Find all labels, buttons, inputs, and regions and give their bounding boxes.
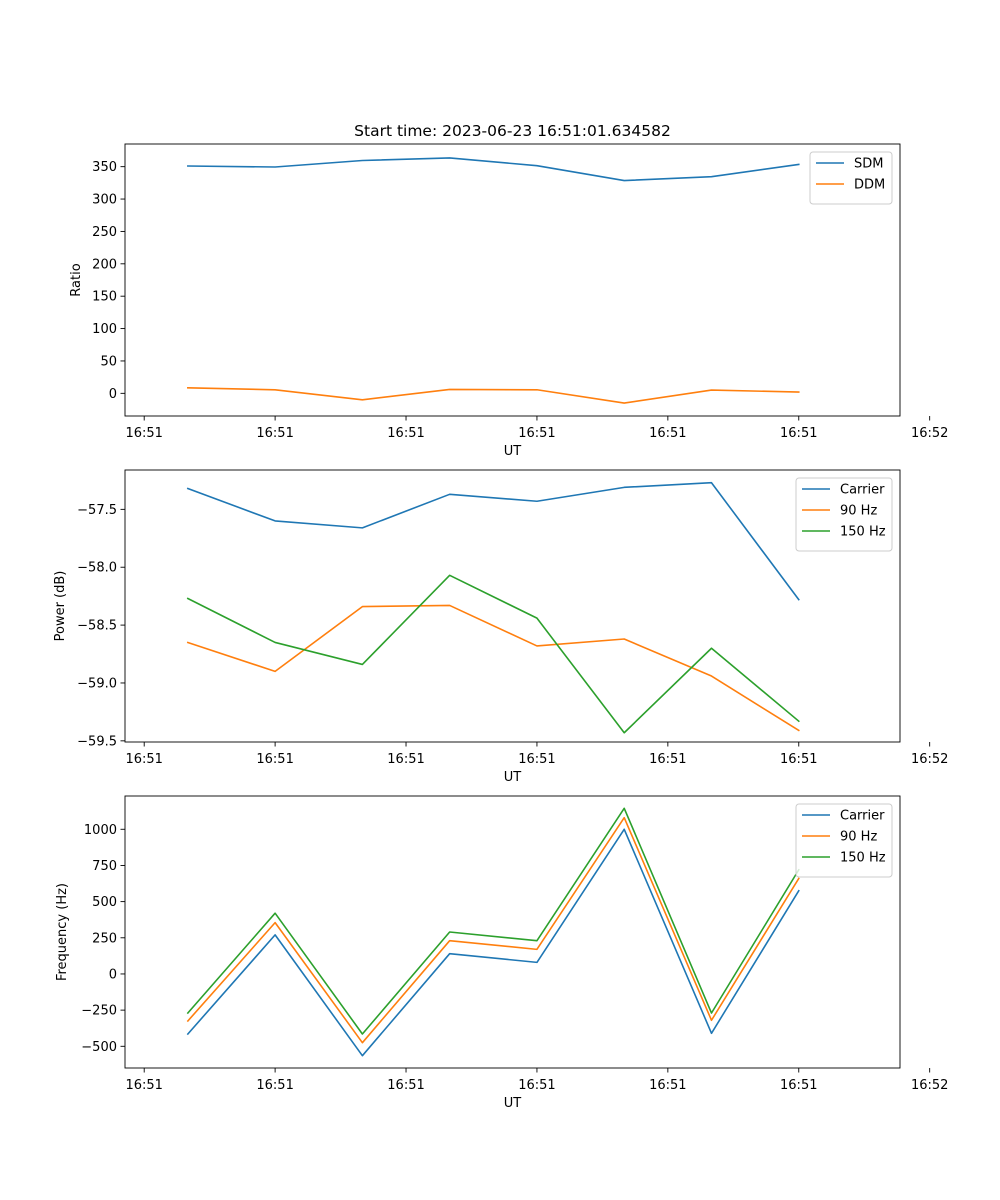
x-tick-label: 16:51	[256, 1078, 293, 1093]
y-tick-label: −250	[81, 1004, 117, 1019]
y-tick-label: 350	[92, 160, 117, 175]
x-tick-label: 16:51	[387, 1078, 424, 1093]
series-line-2-3	[186, 574, 800, 734]
y-tick-label: 50	[100, 354, 117, 369]
y-axis-label: Frequency (Hz)	[55, 883, 70, 981]
x-tick-label: 16:51	[387, 752, 424, 767]
x-tick-label: 16:52	[911, 426, 948, 441]
y-tick-label: 150	[92, 290, 117, 305]
y-tick-label: 100	[92, 322, 117, 337]
series-line-1-2	[187, 387, 800, 404]
series-line-2-1	[186, 481, 800, 601]
panel-2: 16:51 16:51 16:51 16:51 16:51 16:51 16:52 −59.5…	[53, 469, 948, 785]
legend-box	[795, 477, 893, 552]
x-tick-label: 16:51	[125, 1078, 162, 1093]
y-tick-label: −57.5	[77, 503, 117, 518]
legend-label: SDM	[854, 157, 883, 172]
y-tick-label: 200	[92, 257, 117, 272]
x-tick-label: 16:51	[518, 1078, 555, 1093]
legend-label: Carrier	[840, 483, 885, 498]
y-tick-label: 0	[109, 967, 117, 982]
x-tick-label: 16:51	[649, 1078, 686, 1093]
legend-label: Carrier	[840, 809, 885, 824]
legend-box	[795, 803, 893, 878]
x-tick-label: 16:51	[780, 1078, 817, 1093]
y-tick-label: 0	[109, 387, 117, 402]
chart-title: Start time: 2023-06-23 16:51:01.634582	[354, 122, 671, 140]
x-tick-label: 16:52	[911, 752, 948, 767]
y-tick-label: −500	[81, 1040, 117, 1055]
y-tick-label: −58.5	[77, 619, 117, 634]
y-axis-label: Ratio	[69, 263, 84, 296]
x-tick-label: 16:51	[649, 426, 686, 441]
y-tick-label: 250	[92, 931, 117, 946]
legend: Carrier 90 Hz 150 Hz	[795, 803, 893, 878]
plots: 16:51 16:51 16:51 16:51 16:51 16:51 16:52 0 50 10…	[53, 143, 948, 1111]
y-tick-label: −58.0	[77, 561, 117, 576]
y-tick-label: −59.0	[77, 676, 117, 691]
x-tick-label: 16:51	[780, 752, 817, 767]
legend-label: 150 Hz	[840, 851, 886, 866]
x-tick-label: 16:51	[780, 426, 817, 441]
legend-label: 90 Hz	[840, 504, 877, 519]
x-axis-label: UT	[504, 444, 522, 459]
axes-frame	[124, 469, 901, 743]
series-line-3-2	[186, 816, 800, 1044]
x-tick-label: 16:51	[518, 752, 555, 767]
legend-label: 150 Hz	[840, 525, 886, 540]
x-tick-label: 16:51	[387, 426, 424, 441]
x-axis-label: UT	[504, 1096, 522, 1111]
x-tick-label: 16:51	[125, 752, 162, 767]
legend-box	[809, 151, 893, 205]
series-line-3-1	[186, 828, 800, 1057]
legend-label: DDM	[854, 178, 885, 193]
x-tick-label: 16:51	[518, 426, 555, 441]
axes-frame	[124, 143, 901, 417]
y-tick-label: 750	[92, 859, 117, 874]
panel-3: 16:51 16:51 16:51 16:51 16:51 16:51 16:52 −500 −…	[55, 795, 948, 1111]
legend-label: 90 Hz	[840, 830, 877, 845]
panel-1: 16:51 16:51 16:51 16:51 16:51 16:51 16:52 0 50 10…	[69, 143, 948, 459]
y-axis-label: Power (dB)	[53, 571, 68, 642]
legend: SDM DDM	[809, 151, 893, 205]
y-tick-label: 250	[92, 225, 117, 240]
y-tick-label: 500	[92, 895, 117, 910]
x-axis-label: UT	[504, 770, 522, 785]
series-line-2-2	[186, 604, 800, 732]
y-tick-label: 1000	[84, 823, 117, 838]
axes-frame	[124, 795, 901, 1069]
series-line-1-1	[187, 157, 800, 182]
x-tick-label: 16:51	[649, 752, 686, 767]
legend: Carrier 90 Hz 150 Hz	[795, 477, 893, 552]
y-tick-label: −59.5	[77, 734, 117, 749]
x-tick-label: 16:52	[911, 1078, 948, 1093]
y-tick-label: 300	[92, 193, 117, 208]
series-line-3-3	[186, 807, 800, 1035]
x-tick-label: 16:51	[256, 426, 293, 441]
x-tick-label: 16:51	[256, 752, 293, 767]
x-tick-label: 16:51	[125, 426, 162, 441]
